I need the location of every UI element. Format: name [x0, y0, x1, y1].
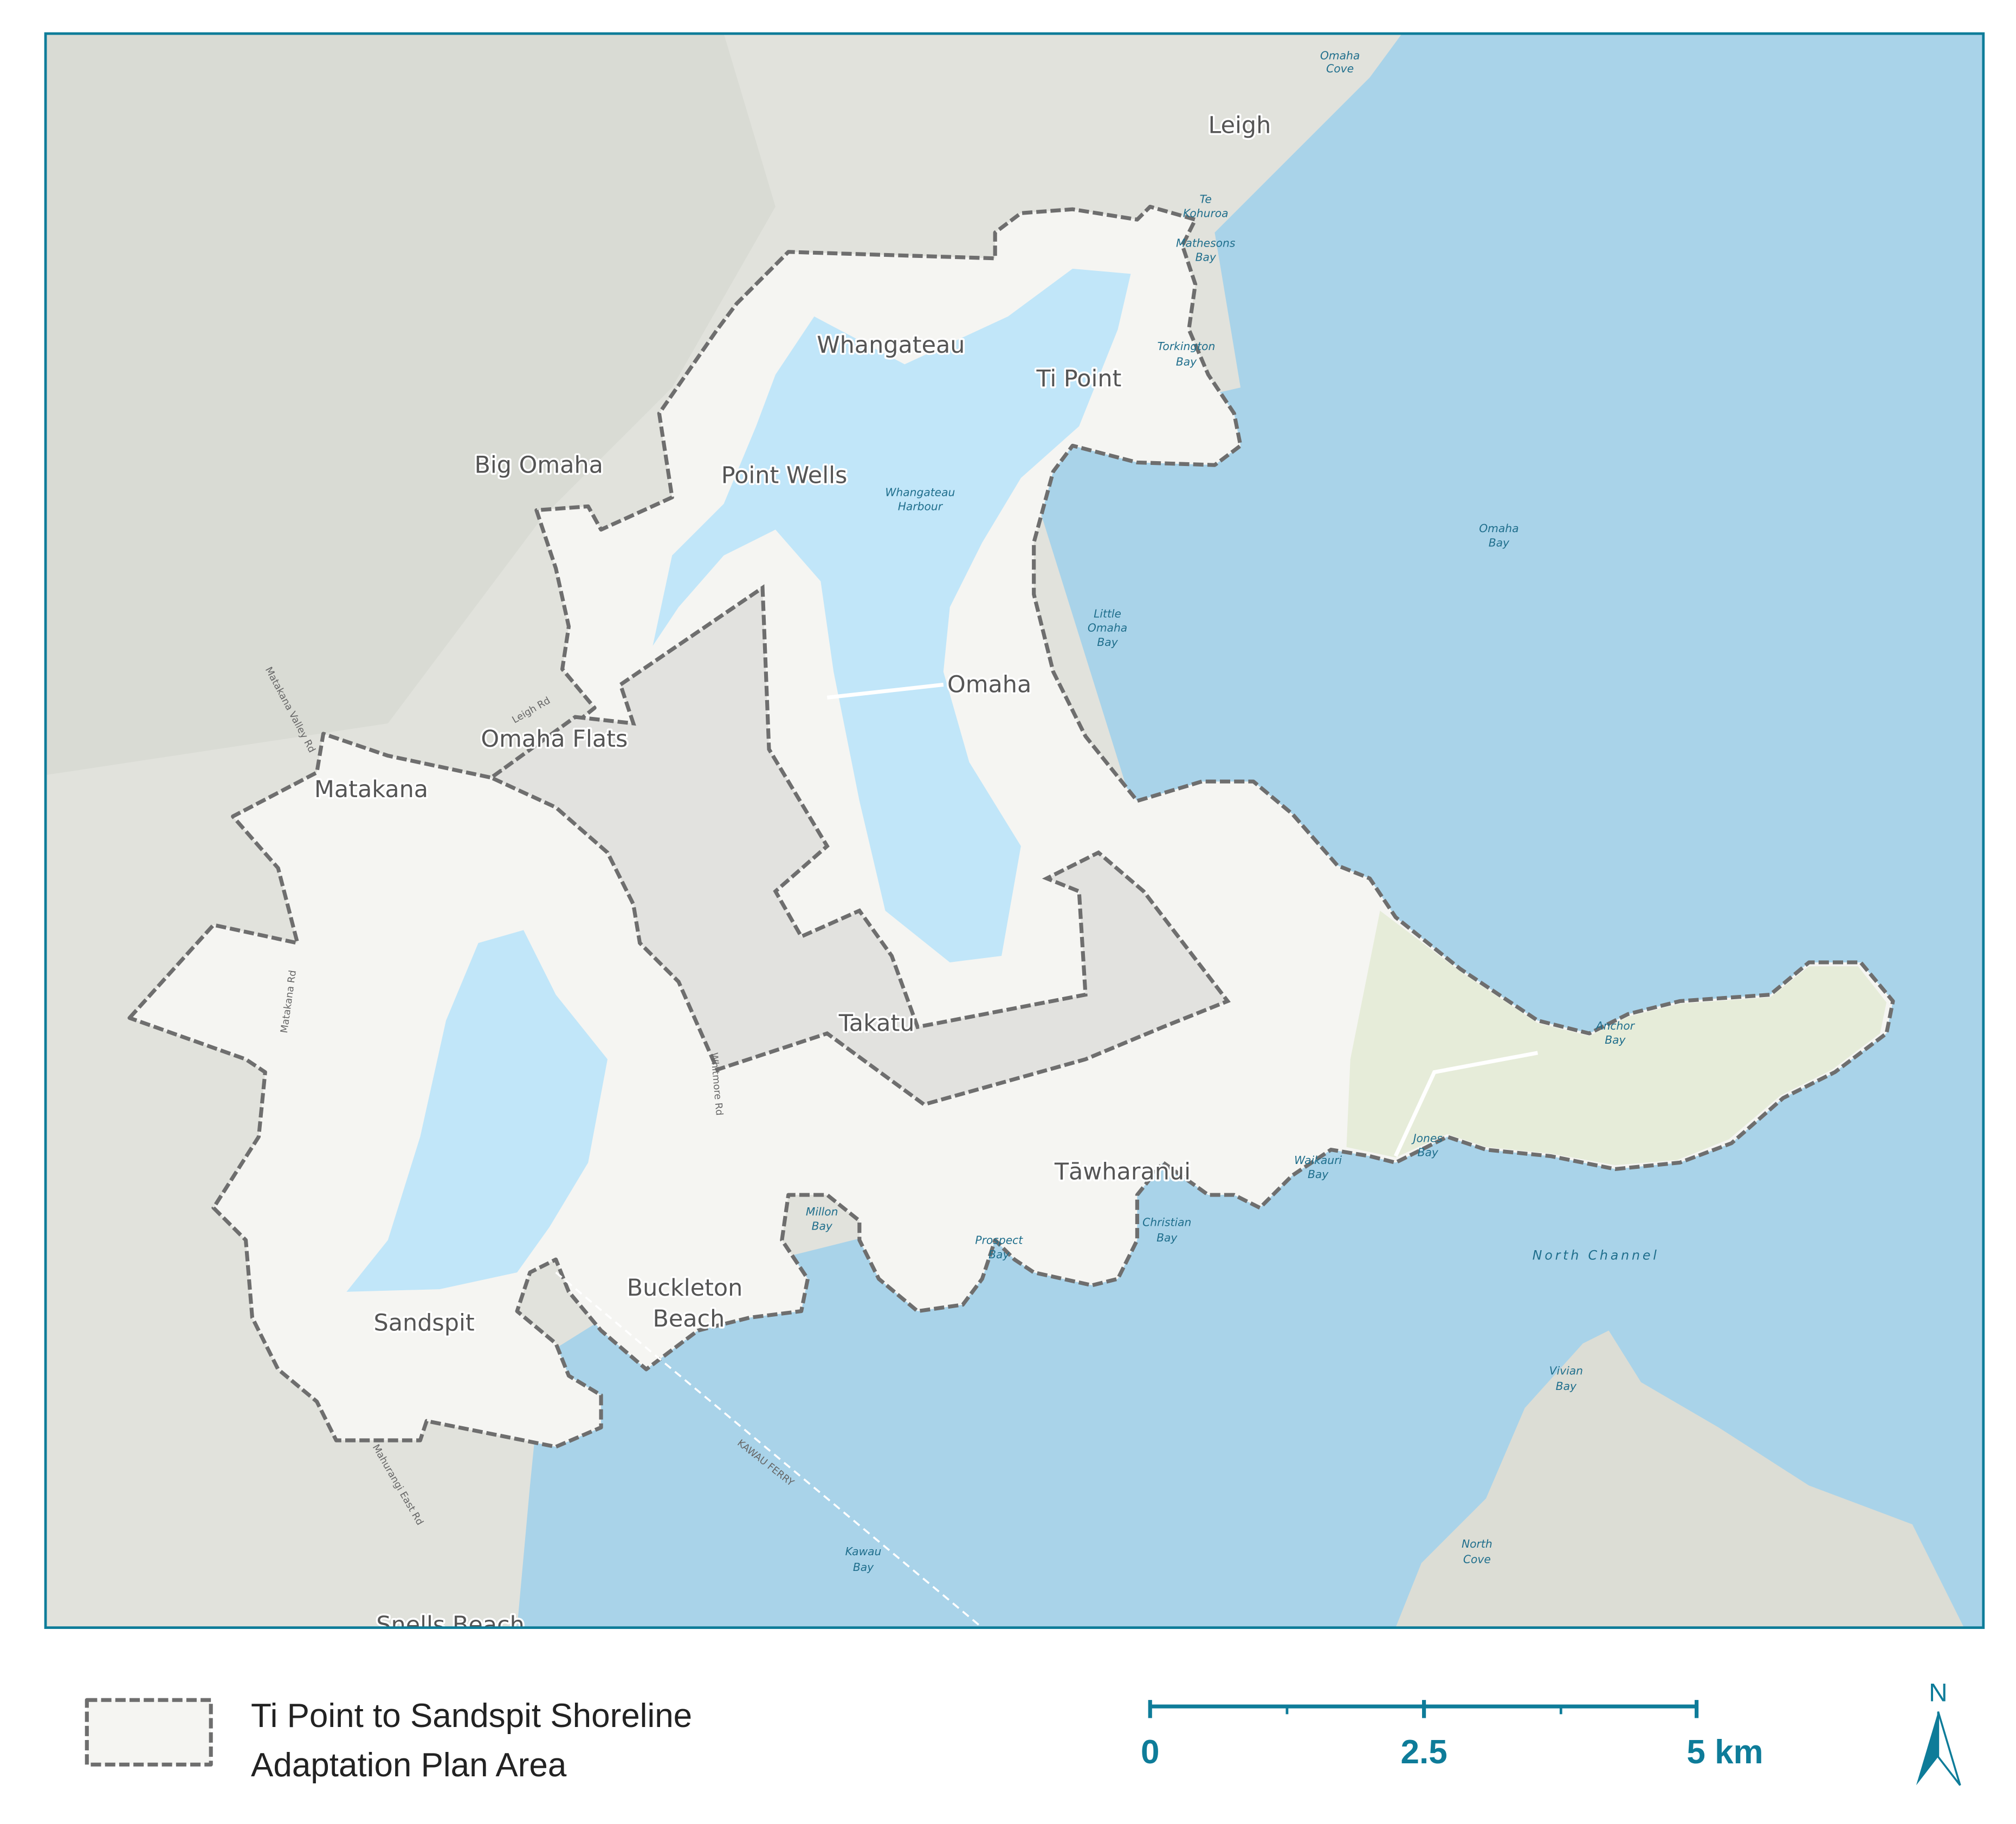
- water-label: Cove: [1463, 1553, 1491, 1566]
- legend: Ti Point to Sandspit Shoreline Adaptatio…: [85, 1697, 692, 1784]
- kawau-land: [1395, 1330, 1965, 1628]
- label-sandspit: Sandspit: [374, 1309, 475, 1336]
- water-label: Anchor: [1595, 1019, 1636, 1032]
- water-label: Bay: [1605, 1033, 1626, 1046]
- label-snells-beach: Snells Beach: [376, 1612, 524, 1639]
- water-label: Bay: [988, 1248, 1010, 1261]
- water-label: North: [1462, 1537, 1492, 1550]
- water-labels: Omaha Cove Te Kohuroa Mathesons Bay Tork…: [806, 49, 1659, 1574]
- water-label: Te: [1200, 192, 1212, 205]
- water-label: Whangateau: [885, 486, 955, 499]
- water-label: Millon: [806, 1205, 838, 1218]
- water-label: Bay: [1156, 1231, 1178, 1244]
- legend-label: Adaptation Plan Area: [251, 1747, 567, 1784]
- water-label: Bay: [812, 1219, 833, 1232]
- north-arrow-right: [1937, 1711, 1961, 1786]
- water-label: Christian: [1142, 1215, 1191, 1228]
- label-buckleton: Buckleton: [627, 1275, 743, 1302]
- scale-bar: 0 2.5 5 km: [1141, 1700, 1763, 1771]
- north-arrow-left: [1916, 1711, 1939, 1786]
- label-ti-point: Ti Point: [1036, 365, 1121, 392]
- water-label: Harbour: [898, 500, 944, 513]
- scale-label: 5 km: [1687, 1734, 1763, 1771]
- water-label: Omaha: [1088, 622, 1127, 635]
- label-point-wells: Point Wells: [721, 462, 848, 489]
- label-matakana: Matakana: [314, 776, 428, 803]
- omaha-causeway: [826, 682, 944, 700]
- tawharanui-road: [1393, 1051, 1539, 1157]
- water-label: Bay: [1308, 1168, 1329, 1181]
- legend-swatch: [85, 1698, 213, 1767]
- water-label: Bay: [1176, 355, 1197, 368]
- water-label: Bay: [1097, 636, 1118, 649]
- water-label: Bay: [1418, 1146, 1439, 1159]
- excluded-area-takatu: [487, 584, 1231, 1107]
- water-label: Omaha: [1320, 49, 1360, 62]
- tawharanui-reserve: [1346, 910, 1887, 1166]
- water-label: Jones: [1411, 1131, 1443, 1144]
- legend-label: Ti Point to Sandspit Shoreline: [251, 1697, 692, 1735]
- water-label: Bay: [1556, 1380, 1577, 1393]
- water-label: Mathesons: [1176, 236, 1236, 249]
- water-label: North Channel: [1533, 1247, 1659, 1263]
- label-big-omaha: Big Omaha: [474, 451, 603, 478]
- water-label: Waikauri: [1294, 1154, 1342, 1167]
- label-whangateau: Whangateau: [817, 332, 965, 359]
- water-label: Bay: [1489, 536, 1510, 549]
- place-labels: Leigh Whangateau Ti Point Big Omaha Poin…: [312, 110, 1273, 1639]
- water-label: Kawau: [845, 1545, 882, 1558]
- label-omaha-flats: Omaha Flats: [481, 726, 628, 753]
- hill-country: [46, 33, 776, 775]
- north-arrow-icon: N: [1916, 1679, 1961, 1786]
- label-beach: Beach: [652, 1305, 725, 1333]
- water-label: Bay: [1196, 251, 1217, 264]
- water-label: Prospect: [975, 1234, 1023, 1247]
- map-frame: [44, 32, 1985, 1629]
- label-takatu: Takatu: [838, 1010, 915, 1037]
- label-omaha: Omaha: [947, 671, 1031, 698]
- kawau-ferry-route: [555, 1271, 983, 1628]
- water-label: Cove: [1326, 62, 1354, 75]
- water-label: Vivian: [1549, 1364, 1583, 1377]
- mahurangi-estuary: [346, 930, 608, 1292]
- scale-label: 2.5: [1401, 1734, 1448, 1771]
- water-label: Little: [1094, 607, 1121, 620]
- north-label: N: [1929, 1679, 1947, 1707]
- scale-label: 0: [1141, 1734, 1159, 1771]
- whangateau-harbour: [652, 268, 1131, 962]
- water-label: Torkington: [1158, 340, 1216, 353]
- water-label: Kohuroa: [1183, 206, 1229, 219]
- map-canvas[interactable]: Leigh Whangateau Ti Point Big Omaha Poin…: [46, 33, 1983, 1639]
- water-label: Omaha: [1479, 522, 1519, 535]
- label-tawharanui: Tāwharanui: [1054, 1158, 1191, 1185]
- water-label: Bay: [853, 1561, 874, 1574]
- label-leigh: Leigh: [1208, 112, 1271, 139]
